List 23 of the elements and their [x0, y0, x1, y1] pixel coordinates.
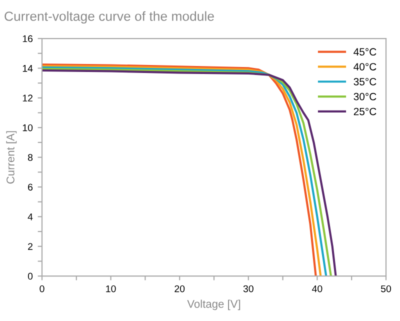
y-tick-label: 12	[22, 94, 32, 102]
legend-label: 25°C	[354, 108, 376, 116]
legend-label: 45°C	[354, 48, 376, 56]
x-tick-label: 20	[174, 285, 185, 292]
x-tick-label: 0	[40, 285, 44, 292]
legend-label: 40°C	[354, 63, 376, 70]
x-axis-title: Voltage [V]	[187, 300, 240, 310]
y-tick-label: 4	[28, 214, 33, 220]
y-tick-label: 16	[22, 35, 33, 42]
y-tick-label: 6	[28, 184, 33, 191]
chart-title: Current-voltage curve of the module	[4, 11, 214, 24]
x-tick-label: 40	[312, 285, 322, 292]
legend-label: 30°C	[354, 92, 376, 100]
y-axis-title: Current [A]	[6, 131, 17, 184]
y-tick-label: 14	[22, 65, 33, 72]
y-tick-label: 0	[28, 272, 33, 280]
legend-label: 35°C	[354, 78, 376, 86]
y-tick-label: 10	[22, 124, 33, 132]
y-tick-label: 8	[28, 154, 33, 161]
x-tick-label: 10	[106, 285, 116, 292]
y-tick-label: 2	[28, 243, 32, 250]
x-tick-label: 50	[380, 285, 392, 292]
x-tick-label: 30	[243, 285, 254, 292]
